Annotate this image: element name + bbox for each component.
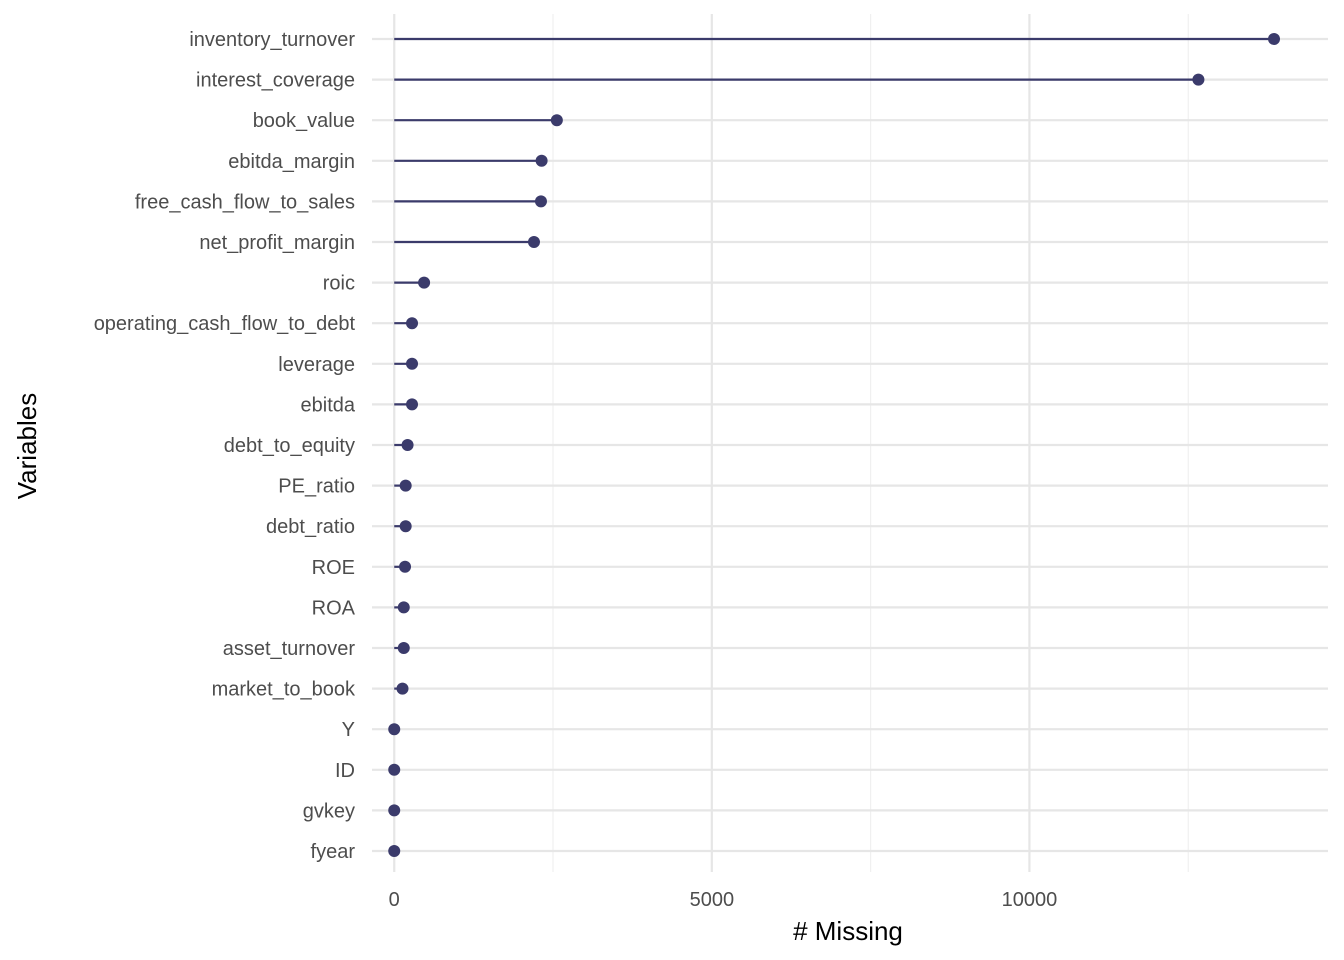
y-tick-label: operating_cash_flow_to_debt — [94, 313, 356, 335]
y-tick-label: debt_to_equity — [224, 435, 355, 457]
y-tick-label: ebitda_margin — [228, 151, 355, 173]
lollipop-point — [388, 763, 401, 776]
y-tick-label: gvkey — [303, 800, 355, 822]
y-tick-label: ROE — [312, 557, 355, 579]
lollipop-point — [401, 439, 414, 451]
y-tick-label: net_profit_margin — [199, 232, 355, 254]
lollipop-point — [535, 154, 548, 167]
y-tick-label: ID — [335, 760, 355, 782]
y-tick-label: market_to_book — [212, 679, 356, 701]
y-tick-label: asset_turnover — [223, 638, 356, 660]
lollipop-point — [388, 845, 401, 857]
y-tick-label: book_value — [253, 110, 355, 132]
grid-layer — [372, 14, 1328, 872]
y-tick-labels: inventory_turnover interest_coverage book_… — [94, 29, 356, 863]
lollipop-point — [397, 642, 410, 654]
x-axis-title: # Missing — [793, 916, 903, 946]
lollipop-point — [406, 398, 419, 411]
x-tick-label: 5000 — [690, 889, 735, 911]
marks-layer — [388, 33, 1281, 857]
y-axis-title: Variables — [12, 393, 42, 499]
lollipop-point — [399, 560, 412, 573]
lollipop-point — [396, 682, 409, 695]
y-tick-label: interest_coverage — [196, 70, 355, 92]
lollipop-point — [1192, 73, 1205, 86]
y-tick-label: free_cash_flow_to_sales — [135, 191, 355, 213]
y-tick-label: Y — [342, 719, 355, 741]
x-tick-labels: 0 5000 10000 — [389, 889, 1058, 911]
lollipop-point — [399, 520, 412, 533]
y-tick-label: roic — [323, 273, 355, 295]
y-tick-label: leverage — [278, 354, 355, 376]
lollipop-point — [388, 804, 401, 817]
y-tick-label: ebitda — [301, 394, 356, 416]
y-tick-label: inventory_turnover — [189, 29, 355, 51]
lollipop-point — [527, 236, 540, 248]
lollipop-point — [399, 479, 412, 492]
lollipop-point — [406, 357, 419, 370]
lollipop-point — [534, 195, 547, 208]
y-tick-label: debt_ratio — [266, 516, 355, 538]
x-tick-label: 10000 — [1002, 889, 1058, 911]
lollipop-point — [388, 723, 401, 736]
y-tick-label: fyear — [311, 841, 356, 863]
lollipop-point — [406, 317, 419, 330]
y-tick-label: ROA — [312, 597, 356, 619]
lollipop-point — [397, 601, 410, 614]
lollipop-point — [1268, 33, 1281, 45]
lollipop-point — [418, 276, 431, 289]
x-tick-label: 0 — [389, 889, 400, 911]
lollipop-point — [550, 114, 563, 127]
y-tick-label: PE_ratio — [278, 476, 355, 498]
